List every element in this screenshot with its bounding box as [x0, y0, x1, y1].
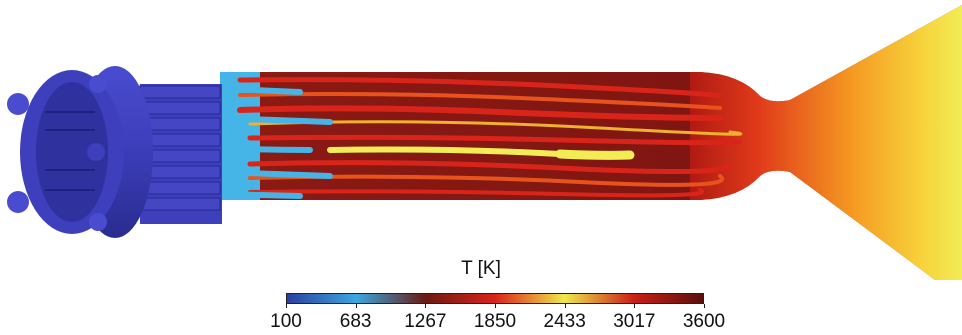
colorbar-tick: [564, 304, 566, 308]
colorbar-tick-label: 3600: [682, 311, 726, 332]
colorbar-tick-label: 100: [270, 311, 302, 332]
colorbar-tick-label: 683: [339, 311, 372, 332]
colorbar-tick: [286, 304, 287, 308]
colorbar-tick-label: 1267: [404, 311, 447, 332]
injector-assembly: [7, 66, 222, 238]
colorbar-tick: [355, 304, 357, 308]
colorbar-tick: [634, 304, 636, 308]
injector-posts: [45, 111, 95, 191]
flame-streaks: [237, 77, 743, 198]
cold-jets: [220, 85, 333, 199]
colorbar-tick: [495, 304, 496, 308]
colorbar-tick-label: 2433: [543, 311, 586, 332]
colorbar-tick: [425, 304, 427, 308]
colorbar-tick: [704, 304, 705, 308]
colorbar-tick-label: 3017: [613, 311, 656, 332]
colorbar-tick-label: 1850: [473, 311, 517, 332]
chamber-flow-field: [220, 5, 962, 280]
colorbar-gradient: [286, 293, 704, 304]
bolt-heads: [7, 75, 107, 231]
combustion-chamber-figure: [7, 5, 962, 280]
colorbar-title: T [K]: [461, 258, 501, 279]
